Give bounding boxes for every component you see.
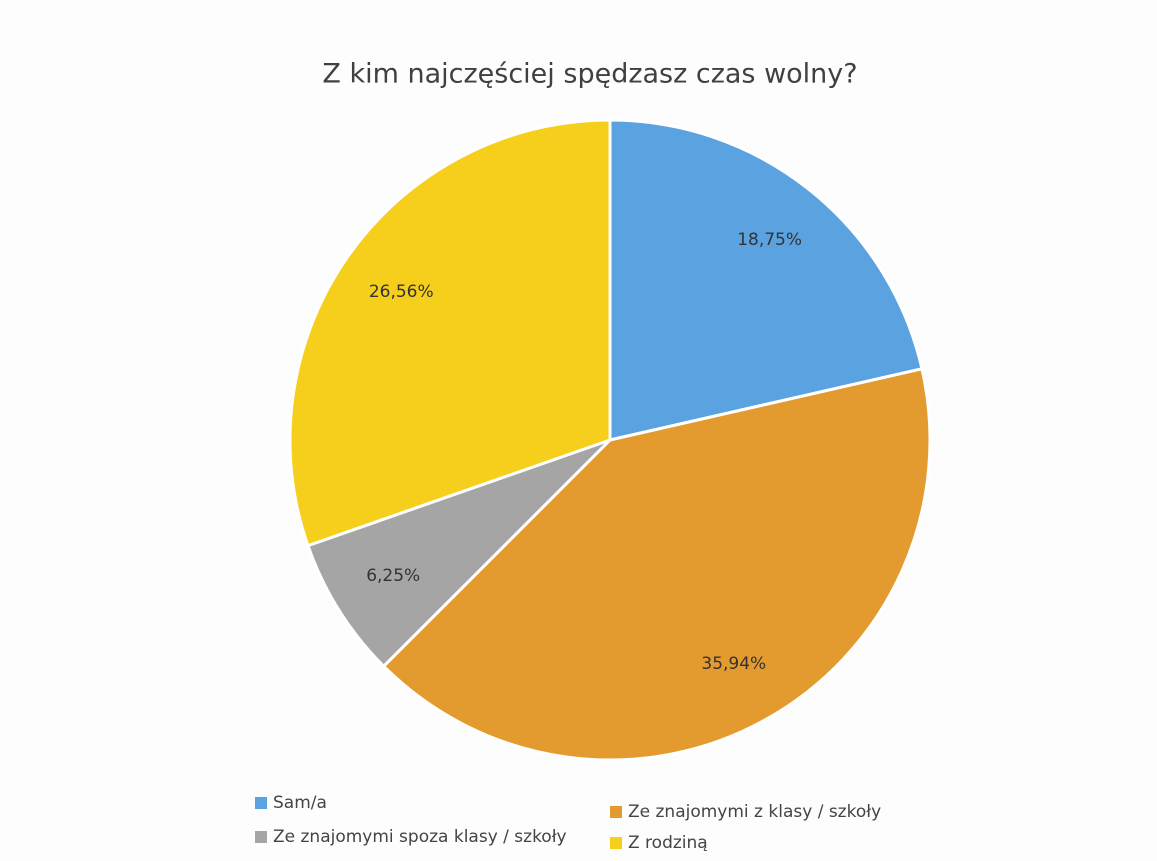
pie-slice [288,118,612,548]
pie-slice [608,118,924,442]
legend-swatch [610,806,622,818]
pie-slice [381,366,932,762]
legend-label: Sam/a [273,793,327,813]
legend-swatch [610,837,622,849]
legend-swatch [255,797,267,809]
legend-label: Z rodziną [628,833,708,853]
data-label: 26,56% [369,282,434,302]
legend-label: Ze znajomymi z klasy / szkoły [628,802,881,822]
legend-label: Ze znajomymi spoza klasy / szkoły [273,827,567,847]
legend-swatch [255,831,267,843]
data-label: 35,94% [701,654,766,674]
chart-title: Z kim najczęściej spędzasz czas wolny? [322,59,857,90]
pie-slice [306,438,612,669]
data-label: 6,25% [366,566,420,586]
data-label: 18,75% [737,230,802,250]
